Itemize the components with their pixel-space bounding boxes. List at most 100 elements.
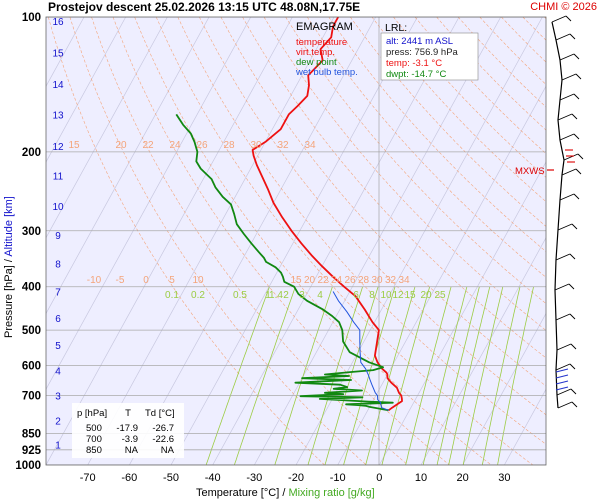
isotherm-line [129,17,377,465]
wind-barb-flag [575,168,582,175]
dry-adiabat-label: -5 [116,275,125,286]
altitude-tick-label: 8 [55,260,61,271]
wind-barb-flag [569,33,576,40]
dry-adiabat-label: 34 [304,140,316,151]
wind-barb [561,168,577,176]
dry-adiabat-line [112,17,450,465]
isotherm-line [46,17,127,163]
mixing-ratio-label: 20 [420,290,432,301]
dry-adiabat-label: 30 [250,140,262,151]
wind-barb [561,73,577,81]
wind-barb [559,193,575,201]
wind-barb-flag [571,401,578,408]
wind-barb [557,223,573,231]
altitude-tick-label: 6 [55,314,61,325]
dry-adiabat-line [350,17,546,227]
wind-barb-flag [569,253,576,260]
wind-barb-flag [569,363,576,370]
altitude-tick-label: 2 [55,416,61,427]
dry-adiabat-line [134,17,492,465]
mixing-ratio-label: 0.1 [165,290,179,301]
wind-barb [557,113,573,121]
x-axis-title: Temperature [°C] / Mixing ratio [g/kg] [196,487,375,499]
chart-title: Prostejov descent 25.02.2026 13:15 UTC 4… [48,0,360,14]
legend-virt-temp: virt.temp. [296,47,335,58]
wind-barb-flag [573,193,580,200]
dry-adiabat-label: 22 [317,275,329,286]
legend-temperature: temperature [296,37,347,48]
altitude-tick-label: 5 [55,341,61,352]
mixing-ratio-label: 10 [380,290,392,301]
dry-adiabat-label: 32 [277,140,289,151]
mixing-ratio-label: 25 [434,290,446,301]
dry-adiabat-label: 15 [68,140,80,151]
dry-adiabat-line [306,17,546,278]
table-row: 500 -17.9 -26.7 [86,423,174,434]
wind-barb [557,401,573,409]
dry-adiabat-line [566,17,600,465]
wind-barb-flag [573,93,580,100]
dry-adiabat-label: 24 [169,140,181,151]
dry-adiabat-label: 24 [331,275,343,286]
mixing-ratio-label: 0.2 [191,290,205,301]
legend-title: EMAGRAM [296,21,353,33]
lrl-title: LRL: [385,22,407,34]
pressure-tick-label: 600 [22,361,41,373]
dry-adiabat-line [220,17,546,387]
temperature-tick-label: -10 [330,472,346,484]
wind-barb-flag [565,15,572,22]
legend-wet-bulb: wet bulb temp. [295,67,358,78]
table-row: 700 -3.9 -22.6 [86,434,174,445]
lrl-temp: temp: -3.1 °C [386,58,442,69]
isotherm-line [46,17,252,390]
pressure-tick-label: 300 [22,226,41,238]
mixing-ratio-label: 1.4 [269,290,283,301]
dewpoint-line [175,113,394,412]
wind-barb-flag [571,113,578,120]
mixing-ratio-label: 2 [283,290,289,301]
isotherm-line [170,17,418,465]
wind-barb [563,153,579,161]
temperature-tick-label: 10 [415,472,427,484]
altitude-tick-label: 13 [52,110,64,121]
mixing-ratio-label: 8 [369,290,375,301]
isotherm-line [87,17,335,465]
dry-adiabat-label: 22 [142,140,154,151]
wind-barb [554,283,570,291]
altitude-tick-label: 7 [55,288,61,299]
mixing-ratio-label: 15 [404,290,416,301]
temperature-tick-label: -60 [121,472,137,484]
dry-adiabat-label: 30 [371,275,383,286]
wind-barb-flag [573,133,580,140]
dry-adiabat-line [328,17,546,252]
temperature-tick-label: -70 [80,472,96,484]
wind-barb-flag [573,53,580,60]
wind-barb [555,253,571,261]
dry-adiabat-label: -10 [87,275,102,286]
dry-adiabat-label: 32 [385,275,397,286]
lrl-dwpt: dwpt: -14.7 °C [386,69,446,80]
isotherm-line [254,17,502,465]
lrl-altitude: alt: 2441 m ASL [386,36,453,47]
low-wind-barb [555,380,569,385]
wind-barb-flag [577,153,584,160]
wind-barb [559,93,575,101]
dry-adiabat-label: 15 [290,275,302,286]
svg-text:500: 500 [86,423,102,434]
dry-adiabat-label: 10 [192,275,204,286]
wind-profile-line [551,21,565,409]
table-header-t: T [125,408,131,419]
lrl-box [380,32,479,81]
isotherm-line [46,17,293,465]
low-wind-barb [555,374,569,379]
pressure-tick-label: 100 [22,12,41,24]
wind-barb-flag [569,313,576,320]
isotherm-line [504,388,546,465]
wind-barb [555,363,571,371]
svg-text:850: 850 [86,445,102,456]
wind-barb [551,15,567,23]
temperature-tick-label: -30 [246,472,262,484]
svg-text:Pressure [hPa] /: Pressure [hPa] / Altitude [km] [3,196,15,338]
mixing-ratio-label: 3 [299,290,305,301]
temperature-line [251,17,403,412]
